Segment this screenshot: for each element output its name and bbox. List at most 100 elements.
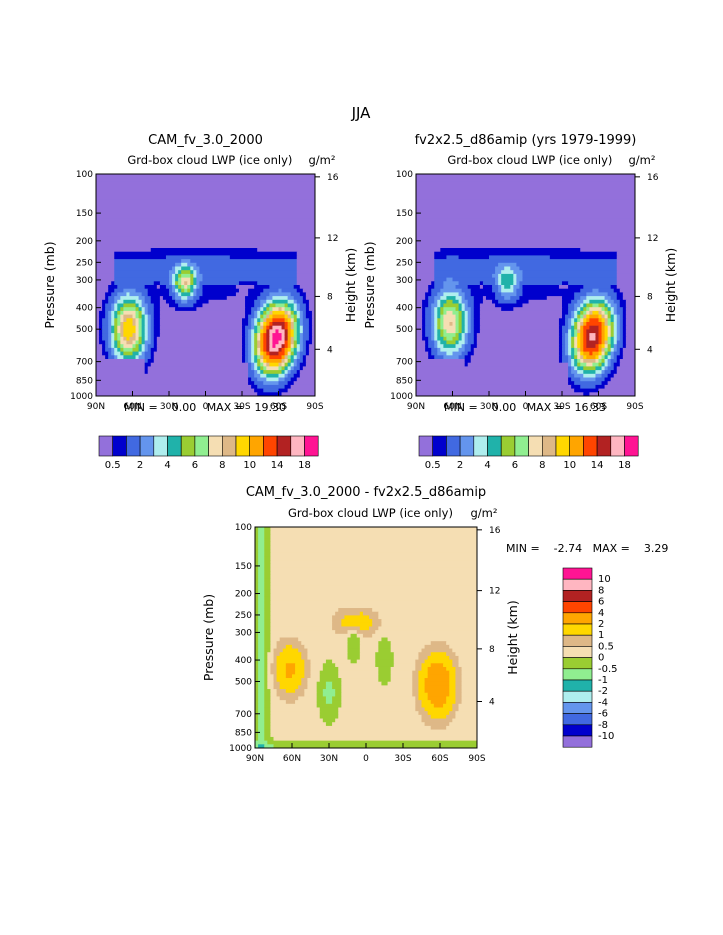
colorbar-swatch: [562, 623, 593, 636]
colorbar-swatch: [208, 435, 223, 457]
colorbar-swatch: [98, 435, 113, 457]
height-tick-label: 8: [327, 292, 333, 302]
colorbar-label: 10: [243, 460, 256, 471]
x-tick-label: 30N: [480, 402, 498, 412]
y-axis-label-right: Height (km): [343, 248, 358, 322]
x-tick-label: 90S: [468, 754, 485, 764]
x-tick-label: 90N: [246, 754, 264, 764]
panel-difference: CAM_fv_3.0_2000 - fv2x2.5_d86amip Grd-box…: [201, 485, 668, 764]
colorbar-label: 0.5: [425, 460, 441, 471]
height-tick-label: 12: [647, 234, 658, 244]
y-tick-label: 1000: [229, 744, 252, 754]
x-tick-label: 60S: [431, 754, 448, 764]
units-label: g/m²: [471, 506, 498, 520]
y-tick-label: 850: [235, 728, 252, 738]
x-tick-label: 60N: [123, 402, 141, 412]
colorbar-label: 18: [618, 460, 631, 471]
y-tick-label: 250: [235, 611, 252, 621]
y-tick-label: 1000: [70, 392, 93, 402]
colorbar-swatch: [126, 435, 141, 457]
colorbar-label: 0: [598, 653, 604, 664]
height-tick-label: 4: [327, 345, 333, 355]
x-tick-label: 30N: [320, 754, 338, 764]
x-tick-label: 30S: [553, 402, 570, 412]
colorbar-swatch: [555, 435, 570, 457]
colorbar-swatch: [583, 435, 598, 457]
y-tick-label: 100: [235, 523, 252, 533]
y-tick-label: 850: [76, 376, 93, 386]
x-tick-label: 30S: [394, 754, 411, 764]
x-tick-label: 30N: [160, 402, 178, 412]
height-tick-label: 12: [327, 234, 338, 244]
colorbar-label: 2: [457, 460, 463, 471]
height-tick-label: 4: [647, 345, 653, 355]
y-axis-label: Pressure (mb): [201, 594, 216, 681]
colorbar-label: -0.5: [598, 664, 618, 675]
colorbar-swatch: [562, 679, 593, 692]
colorbar-swatch: [276, 435, 292, 457]
colorbar-swatch: [562, 668, 593, 681]
y-axis-label-right: Height (km): [505, 600, 520, 674]
y-tick-label: 500: [76, 325, 93, 335]
colorbar-swatch: [487, 435, 502, 457]
y-tick-label: 500: [235, 677, 252, 687]
colorbar-swatch: [562, 612, 593, 625]
x-tick-label: 0: [523, 402, 529, 412]
height-tick-label: 8: [647, 292, 653, 302]
x-tick-label: 0: [203, 402, 209, 412]
colorbar-label: 1: [598, 630, 604, 641]
chart-title: CAM_fv_3.0_2000 - fv2x2.5_d86amip: [246, 485, 486, 500]
colorbar-obs: 0.5 2 4 6 8 10 14 18: [418, 435, 639, 471]
colorbar-label: 14: [271, 460, 284, 471]
y-tick-label: 150: [396, 209, 413, 219]
colorbar-swatch: [596, 435, 612, 457]
y-axis-label: Pressure (mb): [362, 241, 377, 328]
colorbar-label: 10: [563, 460, 576, 471]
colorbar-label: 2: [137, 460, 143, 471]
x-tick-label: 60S: [590, 402, 607, 412]
units-label: g/m²: [309, 153, 336, 167]
colorbar-label: 6: [192, 460, 198, 471]
y-tick-label: 300: [396, 276, 413, 286]
y-tick-label: 200: [396, 237, 413, 247]
colorbar-swatch: [446, 435, 461, 457]
colorbar-label: -8: [598, 720, 608, 731]
y-tick-label: 1000: [390, 392, 413, 402]
colorbar-swatch: [624, 435, 639, 457]
colorbar-label: 8: [598, 585, 604, 596]
colorbar-label: 4: [598, 608, 604, 619]
colorbar-label: -2: [598, 686, 608, 697]
colorbar-swatch: [249, 435, 264, 457]
x-tick-label: 90N: [87, 402, 105, 412]
chart-title: CAM_fv_3.0_2000: [148, 133, 263, 148]
y-tick-label: 200: [76, 237, 93, 247]
colorbar-swatch: [562, 702, 593, 714]
colorbar-swatch: [263, 435, 278, 457]
colorbar-swatch: [418, 435, 433, 457]
y-tick-label: 700: [235, 710, 252, 720]
colorbar-swatch: [569, 435, 584, 457]
colorbar-swatch: [562, 646, 593, 658]
colorbar-label: 14: [591, 460, 604, 471]
colorbar-swatch: [562, 578, 593, 591]
colorbar-swatch: [541, 435, 557, 457]
colorbar-label: 8: [219, 460, 225, 471]
chart-title: fv2x2.5_d86amip (yrs 1979-1999): [415, 133, 637, 148]
contour-field: [416, 174, 635, 396]
colorbar-label: 8: [539, 460, 545, 471]
y-tick-label: 400: [235, 656, 252, 666]
x-tick-label: 60S: [270, 402, 287, 412]
y-tick-label: 150: [76, 209, 93, 219]
x-tick-label: 30S: [233, 402, 250, 412]
contour-field: [96, 174, 315, 396]
height-tick-label: 16: [327, 173, 339, 183]
panel-obs: fv2x2.5_d86amip (yrs 1979-1999) Grd-box c…: [362, 133, 678, 414]
colorbar-swatch: [562, 567, 593, 580]
colorbar-swatch: [290, 435, 305, 457]
page-title: JJA: [351, 104, 372, 122]
colorbar-label: 2: [598, 619, 604, 630]
colorbar-label: -1: [598, 675, 608, 686]
colorbar-swatch: [222, 435, 237, 457]
y-tick-label: 250: [396, 258, 413, 268]
